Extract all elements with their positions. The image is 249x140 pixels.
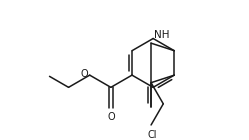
Text: O: O [107, 112, 115, 122]
Text: NH: NH [154, 30, 169, 40]
Text: O: O [80, 69, 88, 79]
Text: Cl: Cl [147, 130, 157, 140]
